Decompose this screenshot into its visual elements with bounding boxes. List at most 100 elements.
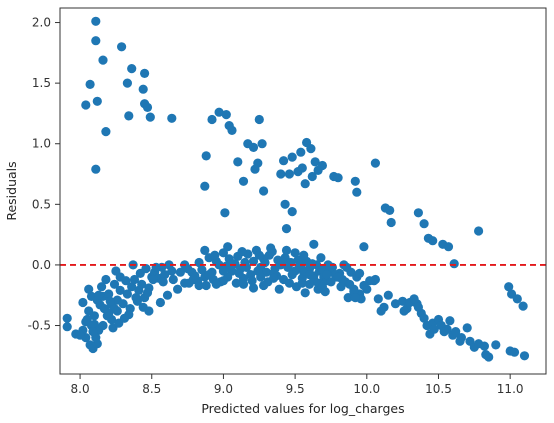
- data-point: [98, 320, 108, 331]
- data-point: [218, 276, 228, 286]
- data-point: [280, 199, 290, 209]
- data-point: [175, 267, 185, 277]
- data-point: [296, 147, 306, 157]
- data-point: [91, 36, 101, 46]
- data-point: [118, 299, 128, 309]
- data-point: [129, 274, 140, 285]
- data-point: [504, 282, 514, 292]
- data-point: [336, 282, 346, 292]
- plot-frame: [59, 7, 547, 375]
- data-point: [355, 268, 365, 278]
- data-point: [138, 84, 148, 94]
- data-point: [121, 276, 131, 286]
- data-point: [99, 304, 109, 314]
- data-point: [274, 284, 284, 294]
- data-point: [512, 294, 522, 304]
- data-point: [429, 324, 439, 334]
- data-point: [124, 111, 134, 121]
- points-layer: [62, 16, 530, 362]
- data-point: [92, 96, 102, 106]
- y-tick-label: 0.0: [32, 258, 51, 272]
- data-point: [78, 297, 88, 308]
- data-point: [75, 330, 85, 340]
- x-tick-label: 11.0: [497, 382, 524, 396]
- data-point: [413, 302, 423, 312]
- data-point: [148, 274, 158, 285]
- data-point: [188, 274, 198, 285]
- data-point: [91, 16, 101, 26]
- data-point: [307, 259, 317, 269]
- data-point: [297, 163, 307, 173]
- data-point: [250, 164, 260, 174]
- data-point: [200, 245, 210, 255]
- x-tick-label: 10.0: [353, 382, 380, 396]
- data-point: [201, 151, 211, 161]
- data-point: [97, 282, 107, 292]
- data-point: [509, 347, 520, 357]
- data-point: [62, 313, 72, 323]
- data-point: [122, 289, 132, 299]
- data-point: [62, 322, 72, 332]
- data-point: [122, 78, 132, 88]
- data-point: [333, 173, 343, 183]
- data-point: [94, 290, 104, 300]
- data-point: [323, 260, 333, 270]
- y-tick-label: 0.5: [32, 197, 51, 211]
- x-axis-ticks: 8.0 8.5 9.0 9.5 10.0 10.5 11.0: [71, 374, 524, 396]
- x-tick-label: 9.5: [286, 382, 305, 396]
- data-point: [300, 288, 310, 298]
- data-point: [518, 301, 528, 311]
- data-point: [168, 274, 178, 285]
- data-point: [207, 114, 217, 125]
- data-point: [519, 351, 530, 361]
- data-point: [297, 278, 307, 288]
- data-point: [158, 277, 168, 287]
- data-point: [350, 176, 360, 186]
- data-point: [310, 157, 320, 167]
- data-point: [352, 187, 362, 197]
- data-point: [333, 272, 343, 282]
- data-point: [259, 186, 269, 196]
- data-point: [398, 296, 408, 306]
- data-point: [101, 274, 111, 285]
- data-point: [238, 176, 249, 186]
- data-point: [127, 64, 137, 74]
- data-point: [449, 259, 459, 269]
- data-point: [211, 279, 221, 289]
- data-point: [238, 279, 249, 289]
- y-axis-ticks: -0.5 0.0 0.5 1.0 1.5 2.0: [28, 16, 60, 333]
- data-point: [281, 224, 292, 234]
- data-point: [223, 242, 233, 252]
- data-point: [82, 314, 92, 325]
- x-tick-label: 9.0: [214, 382, 233, 396]
- data-point: [137, 279, 147, 289]
- data-point: [127, 282, 137, 292]
- data-point: [428, 236, 438, 246]
- data-point: [167, 266, 177, 276]
- data-point: [141, 264, 151, 274]
- data-point: [98, 55, 108, 65]
- data-point: [383, 290, 393, 300]
- data-point: [350, 293, 360, 303]
- data-point: [85, 79, 95, 89]
- data-point: [144, 306, 154, 316]
- data-point: [89, 311, 99, 321]
- data-point: [160, 270, 170, 280]
- data-point: [101, 127, 111, 137]
- data-point: [451, 327, 461, 337]
- data-point: [105, 296, 115, 306]
- data-point: [300, 179, 310, 189]
- data-point: [111, 266, 121, 276]
- x-tick-label: 10.5: [425, 382, 452, 396]
- data-point: [173, 284, 183, 294]
- data-point: [462, 323, 472, 333]
- data-point: [115, 285, 125, 295]
- data-point: [317, 160, 327, 171]
- data-point: [248, 283, 259, 293]
- data-point: [284, 169, 294, 179]
- data-point: [234, 268, 244, 278]
- data-point: [439, 327, 449, 337]
- x-tick-label: 8.5: [142, 382, 161, 396]
- y-tick-label: -0.5: [28, 319, 51, 333]
